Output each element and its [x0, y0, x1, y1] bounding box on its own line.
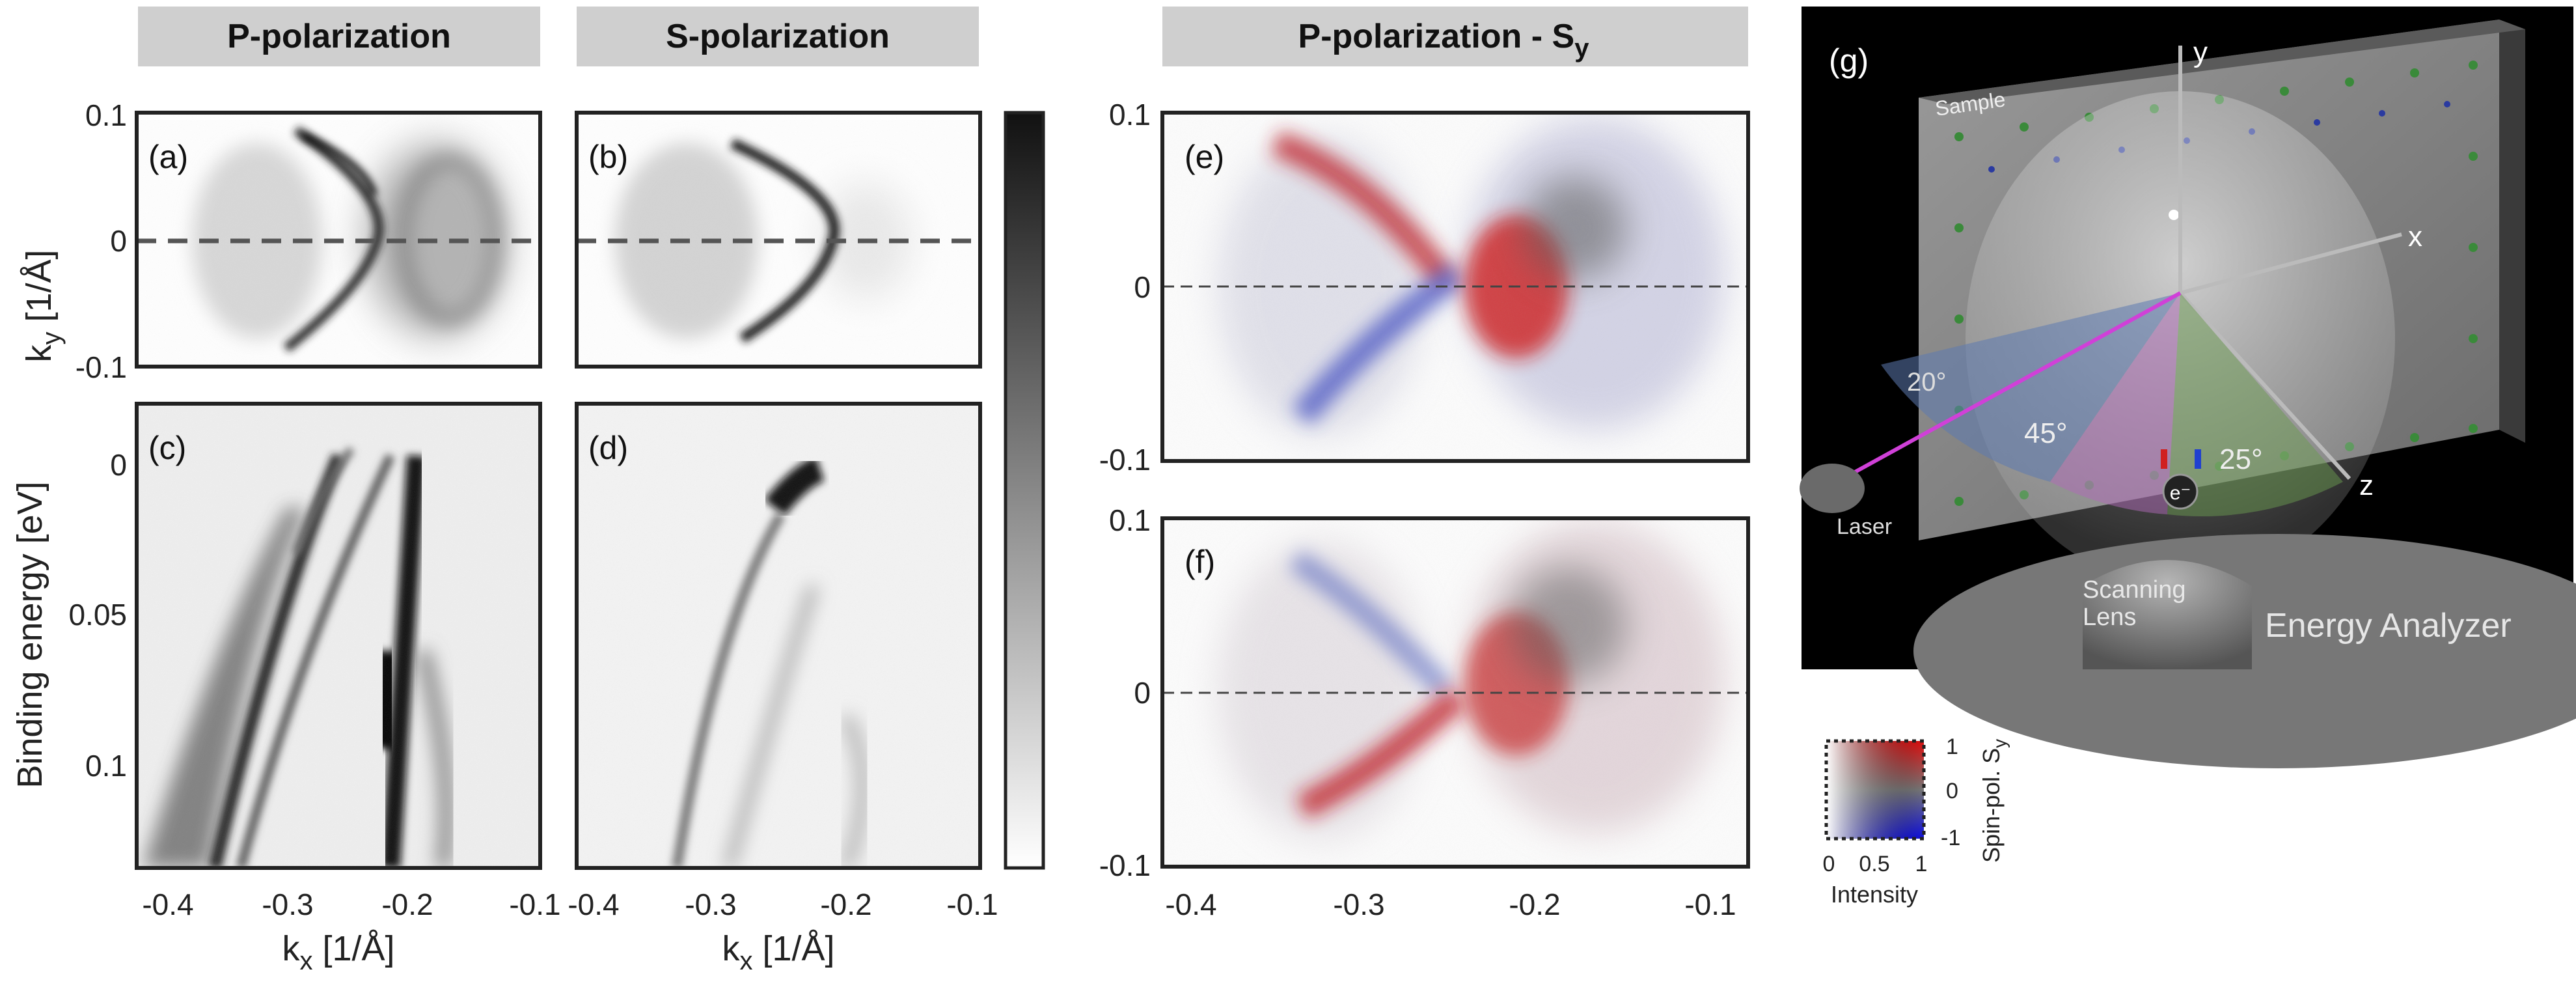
axis-title-kx-c: kx [1/Å]: [282, 929, 394, 975]
panel-label-c: (c): [148, 430, 186, 466]
tick-kx-d-0: -0.4: [568, 887, 619, 921]
panel-c-dispersion: (c): [135, 402, 542, 870]
panel-b-map: (b): [575, 111, 982, 369]
panel-d-dispersion: (d): [575, 402, 982, 870]
tick-kx-c-2: -0.2: [381, 887, 433, 921]
tick-ky-a-0: 0.1: [85, 98, 127, 132]
legend-spin-label: Spin-pol. Sy: [1978, 739, 2010, 863]
angle-45-label: 45°: [2024, 417, 2068, 449]
header-s-polarization: S-polarization: [577, 7, 979, 66]
panel-label-a: (a): [148, 139, 188, 175]
header-s-polarization-text: S-polarization: [666, 18, 890, 55]
panel-e-spin-map: (e): [1160, 111, 1750, 463]
tick-kx-c-0: -0.4: [142, 887, 193, 921]
grayscale-colorbar: [1004, 111, 1045, 870]
electron-label: e⁻: [2170, 482, 2191, 504]
tick-ky-a-2: -0.1: [75, 350, 127, 384]
legend-spin-tick-0: 1: [1946, 734, 1958, 759]
header-p-minus-sy-sub: y: [1574, 34, 1589, 63]
panel-label-e: (e): [1185, 139, 1224, 175]
panel-label-g: (g): [1829, 42, 1869, 79]
tick-ky-a-1: 0: [110, 224, 127, 258]
tick-be-1: 0.05: [68, 598, 127, 632]
legend-spin-tick-2: -1: [1941, 826, 1960, 850]
axis-title-kx-d: kx [1/Å]: [722, 929, 834, 975]
axis-title-ky: ky [1/Å]: [20, 249, 66, 362]
panel-label-d: (d): [588, 430, 628, 466]
tick-ky-f-2: -0.1: [1099, 848, 1151, 882]
tick-ky-e-0: 0.1: [1109, 98, 1151, 132]
laser-label: Laser: [1837, 514, 1892, 539]
axis-x-label: x: [2408, 221, 2422, 253]
axis-y-label: y: [2193, 36, 2208, 68]
lens-label-1: Scanning: [2083, 576, 2185, 604]
header-p-polarization-text: P-polarization: [227, 18, 451, 55]
legend-int-tick-2: 1: [1915, 852, 1928, 876]
tick-kx-d-3: -0.1: [946, 887, 998, 921]
legend-int-tick-0: 0: [1823, 852, 1835, 876]
tick-kx-d-1: -0.3: [685, 887, 736, 921]
scanning-lens: [2083, 560, 2252, 669]
tick-kx-f-2: -0.2: [1509, 887, 1560, 921]
tick-kx-f-1: -0.3: [1333, 887, 1384, 921]
header-p-polarization: P-polarization: [138, 7, 540, 66]
tick-be-2: 0.1: [85, 749, 127, 783]
svg-text:P-polarization - Sy: P-polarization - Sy: [1298, 18, 1590, 63]
angle-25-label: 25°: [2219, 443, 2263, 475]
panel-f-spin-map: (f): [1160, 516, 1750, 869]
analyzer-label: Energy Analyzer: [2265, 607, 2512, 645]
legend-intensity-label: Intensity: [1831, 881, 1918, 908]
tick-ky-f-0: 0.1: [1109, 503, 1151, 537]
tick-kx-c-3: -0.1: [509, 887, 560, 921]
panel-a-map: (a): [135, 111, 542, 369]
laser-beam: [1854, 291, 2182, 474]
tick-kx-d-2: -0.2: [820, 887, 871, 921]
lens-label-2: Lens: [2083, 604, 2136, 631]
legend-spin-tick-1: 0: [1946, 779, 1958, 803]
tick-ky-e-2: -0.1: [1099, 443, 1151, 477]
axis-title-binding-energy: Binding energy [eV]: [10, 481, 49, 788]
tick-kx-f-0: -0.4: [1165, 887, 1216, 921]
panel-label-f: (f): [1185, 544, 1215, 580]
tick-kx-c-1: -0.3: [262, 887, 313, 921]
laser-source: [1800, 464, 1865, 513]
tick-ky-f-1: 0: [1134, 676, 1151, 710]
spin-intensity-legend: 1 0 -1 0 0.5 1 Intensity Spin-pol. Sy: [1823, 734, 2010, 908]
tick-ky-e-1: 0: [1134, 270, 1151, 304]
axis-z-label: z: [2359, 469, 2374, 501]
header-p-minus-sy-text: P-polarization - S: [1298, 18, 1575, 55]
panel-g-setup-diagram: y x z 20° 45° 25° Laser e⁻ Scanning Lens…: [1800, 7, 2576, 768]
tick-be-0: 0: [110, 448, 127, 482]
legend-int-tick-1: 0.5: [1859, 852, 1889, 876]
header-p-minus-sy: P-polarization - Sy: [1162, 7, 1748, 66]
panel-label-b: (b): [588, 139, 628, 175]
tick-kx-f-3: -0.1: [1684, 887, 1736, 921]
angle-20-label: 20°: [1907, 368, 1947, 397]
